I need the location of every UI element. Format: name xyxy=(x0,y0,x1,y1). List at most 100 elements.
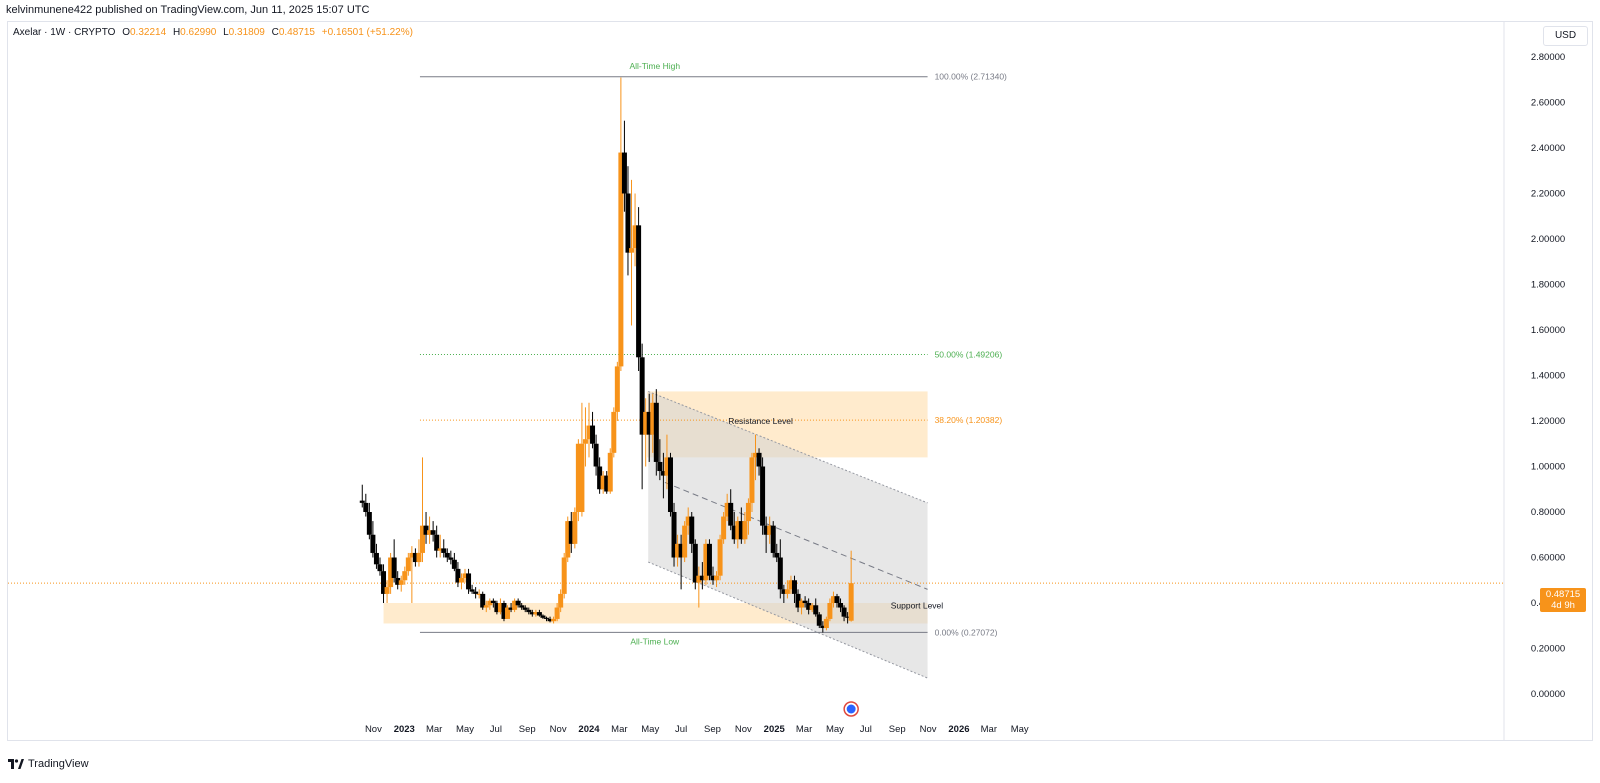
symbol-legend: Axelar · 1W · CRYPTO O0.32214 H0.62990 L… xyxy=(13,27,413,38)
candle-body xyxy=(721,516,727,540)
candle-body xyxy=(437,548,443,551)
candle-body xyxy=(402,571,408,581)
candle-body xyxy=(816,614,822,626)
y-axis-tick-label: 2.40000 xyxy=(1531,143,1565,154)
change-value: +0.16501 (+51.22%) xyxy=(321,27,413,38)
candle-body xyxy=(409,552,415,558)
x-axis-tick-label: Jul xyxy=(490,724,502,735)
y-axis-tick-label: 1.40000 xyxy=(1531,371,1565,382)
y-axis-tick-label: 1.20000 xyxy=(1531,416,1565,427)
fib-level-label: 38.20% (1.20382) xyxy=(935,415,1003,425)
candle-body xyxy=(462,573,468,578)
candle-body xyxy=(685,516,691,526)
candle-body xyxy=(600,475,606,490)
candle-body xyxy=(806,603,812,610)
x-axis-tick-label: Jul xyxy=(675,724,687,735)
candle-body xyxy=(522,607,528,610)
candle-body xyxy=(820,625,826,629)
candle-body xyxy=(699,575,705,581)
x-axis-tick-label: 2026 xyxy=(948,724,969,735)
candle-body xyxy=(490,600,496,603)
candle-body xyxy=(777,557,783,590)
candle-body xyxy=(625,193,631,253)
y-axis-tick-label: 2.00000 xyxy=(1531,234,1565,245)
x-axis-tick-label: Nov xyxy=(920,724,937,735)
candle-body xyxy=(614,366,620,412)
candle-body xyxy=(834,596,840,603)
candle-body xyxy=(618,152,624,367)
candle-body xyxy=(784,589,790,594)
y-axis-tick-label: 1.80000 xyxy=(1531,280,1565,291)
candle-body xyxy=(377,564,383,572)
close-label: C xyxy=(271,27,279,38)
candle-body xyxy=(632,225,638,249)
open-value: 0.32214 xyxy=(130,27,167,38)
candle-body xyxy=(554,607,560,619)
x-axis-tick-label: Sep xyxy=(889,724,906,735)
candle-body xyxy=(738,521,744,540)
candle-body xyxy=(505,607,511,619)
candle-body xyxy=(675,543,681,558)
candle-body xyxy=(696,575,702,583)
y-axis-tick-label: 1.00000 xyxy=(1531,462,1565,473)
candle-body xyxy=(363,502,369,512)
candle-body xyxy=(611,411,617,453)
x-axis-tick-label: Nov xyxy=(550,724,567,735)
candle-body xyxy=(728,502,734,526)
candle-body xyxy=(494,603,500,613)
candle-body xyxy=(607,452,613,492)
x-axis-tick-label: May xyxy=(641,724,659,735)
candle-body xyxy=(770,525,776,553)
y-axis-tick-label: 0.60000 xyxy=(1531,553,1565,564)
candle-body xyxy=(455,568,461,583)
y-axis-tick-label: 0.80000 xyxy=(1531,507,1565,518)
candle-body xyxy=(795,593,801,608)
candle-body xyxy=(487,600,493,606)
candle-body xyxy=(667,457,673,512)
candle-body xyxy=(830,596,836,603)
candle-body xyxy=(827,603,833,619)
candle-body xyxy=(689,516,695,544)
candle-body xyxy=(519,605,525,608)
candle-body xyxy=(706,543,712,576)
candle-body xyxy=(671,512,677,558)
candle-body xyxy=(650,402,656,435)
candle-body xyxy=(373,552,379,565)
candle-body xyxy=(405,557,411,572)
tradingview-logo-icon xyxy=(8,759,24,769)
candle-body xyxy=(593,443,599,467)
candle-body xyxy=(469,589,475,592)
symbol-name[interactable]: Axelar · 1W · CRYPTO xyxy=(13,27,116,38)
annotation-label: All-Time High xyxy=(629,61,680,71)
fib-level-label: 50.00% (1.49206) xyxy=(935,350,1003,360)
candle-body xyxy=(823,618,829,629)
chart-frame xyxy=(7,21,1593,741)
low-value: 0.31809 xyxy=(228,27,265,38)
candle-body xyxy=(388,557,394,588)
candle-body xyxy=(366,512,372,535)
candle-body xyxy=(692,543,698,583)
candle-body xyxy=(760,466,766,526)
x-axis-tick-label: Jul xyxy=(860,724,872,735)
event-marker-inner xyxy=(846,704,856,714)
candle-body xyxy=(597,466,603,490)
candle-body xyxy=(572,512,578,544)
candle-body xyxy=(774,552,780,558)
tradingview-footer[interactable]: TradingView xyxy=(8,758,89,770)
candle-body xyxy=(767,525,773,535)
y-axis-tick-label: 1.60000 xyxy=(1531,325,1565,336)
candle-body xyxy=(735,521,741,540)
currency-button[interactable]: USD xyxy=(1543,26,1588,46)
candle-body xyxy=(604,475,610,492)
candle-body xyxy=(848,583,854,621)
candle-body xyxy=(703,543,709,581)
candle-body xyxy=(416,552,422,563)
candle-body xyxy=(430,530,436,535)
channel-lower-line xyxy=(648,561,928,679)
channel-mid-line xyxy=(664,481,928,590)
candle-body xyxy=(451,559,457,569)
candle-body xyxy=(515,600,521,606)
candle-body xyxy=(809,605,815,610)
x-axis-tick-label: Mar xyxy=(796,724,812,735)
